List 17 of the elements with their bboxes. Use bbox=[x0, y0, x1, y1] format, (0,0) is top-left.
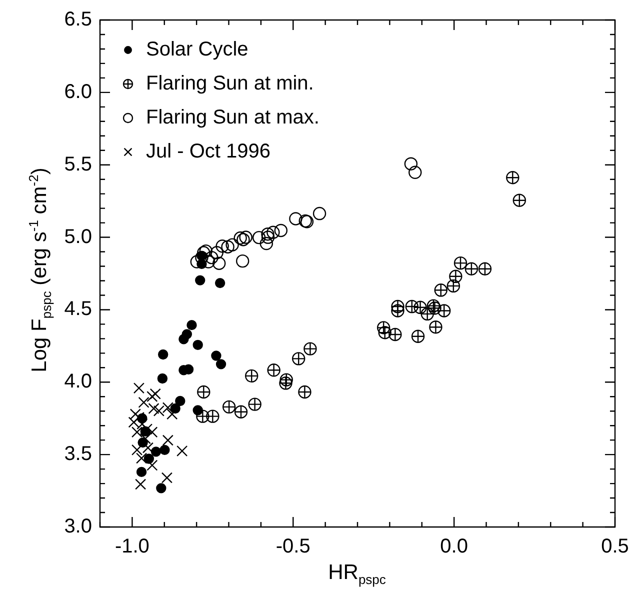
x-axis-title: HR$_{pspc}$ bbox=[328, 561, 386, 588]
legend-label: Jul - Oct 1996 bbox=[146, 140, 271, 163]
y-tick-label: 4.0 bbox=[64, 370, 92, 393]
x-tick-label: -1.0 bbox=[114, 536, 150, 558]
y-tick-label: 3.5 bbox=[64, 443, 92, 466]
y-tick-label: 5.5 bbox=[64, 153, 92, 176]
y-tick-label: 4.5 bbox=[64, 298, 92, 320]
y-tick-label: 6.0 bbox=[64, 80, 92, 103]
y-tick-label: 5.0 bbox=[64, 226, 92, 248]
x-tick-label: -0.5 bbox=[276, 536, 310, 558]
legend-label: Solar Cycle bbox=[146, 38, 248, 61]
legend-label: Flaring Sun at max. bbox=[146, 106, 320, 129]
y-tick-label: 3.0 bbox=[64, 516, 92, 538]
x-tick-label: 0.5 bbox=[601, 536, 629, 558]
y-tick-label: 6.5 bbox=[64, 8, 92, 31]
legend-label: Flaring Sun at min. bbox=[146, 72, 314, 95]
x-tick-label: 0.0 bbox=[440, 536, 468, 558]
